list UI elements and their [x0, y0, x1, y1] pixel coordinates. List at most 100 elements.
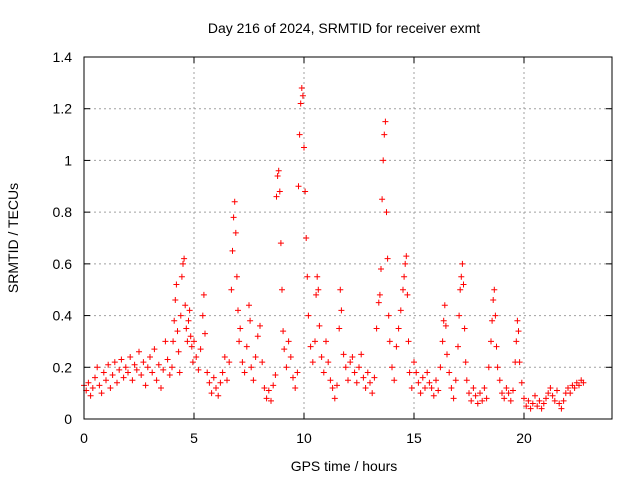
data-point	[362, 384, 369, 391]
data-point	[136, 348, 142, 355]
data-point	[283, 364, 290, 371]
y-tick-label: 0.2	[53, 359, 73, 375]
data-point	[554, 387, 560, 394]
data-point	[360, 374, 367, 381]
data-point	[485, 364, 492, 371]
data-point	[342, 364, 349, 371]
data-point	[474, 400, 481, 407]
data-point	[178, 273, 185, 280]
data-point	[193, 353, 200, 360]
data-point	[371, 374, 378, 381]
data-point	[358, 351, 365, 358]
data-point	[331, 395, 338, 402]
data-point	[488, 338, 494, 345]
data-point	[307, 343, 314, 350]
data-point	[523, 403, 530, 410]
data-point	[131, 361, 138, 368]
data-point	[125, 369, 131, 376]
data-point	[580, 379, 587, 386]
data-point	[435, 387, 442, 394]
data-point	[236, 338, 243, 345]
data-point	[98, 390, 105, 397]
data-point	[243, 343, 250, 350]
data-point	[367, 379, 373, 386]
data-point	[439, 338, 446, 345]
data-point	[408, 384, 415, 391]
data-point	[181, 255, 188, 262]
data-point	[144, 364, 151, 371]
y-tick-labels: 0 0.2 0.4 0.6 0.8 1 1.2 1.4	[53, 49, 73, 427]
data-point	[263, 395, 270, 402]
data-point	[270, 382, 277, 389]
data-point	[94, 364, 101, 371]
data-point	[237, 325, 244, 332]
x-tick-label: 20	[516, 430, 532, 446]
data-point	[462, 359, 469, 366]
data-point	[433, 377, 439, 384]
data-point	[351, 369, 358, 376]
data-point	[428, 384, 435, 391]
data-point	[296, 131, 303, 138]
data-point	[565, 384, 571, 391]
data-point	[183, 325, 190, 332]
data-point	[379, 196, 386, 203]
data-point	[468, 397, 475, 404]
data-point	[129, 377, 136, 384]
data-point	[142, 382, 149, 389]
data-point	[460, 281, 467, 288]
y-tick-label: 1.4	[53, 49, 73, 65]
data-point	[89, 384, 96, 391]
data-point	[305, 312, 312, 319]
data-point	[450, 395, 457, 402]
data-point	[391, 377, 398, 384]
data-point	[275, 167, 282, 174]
data-point	[373, 325, 380, 332]
data-point	[459, 260, 466, 267]
data-point	[302, 188, 309, 195]
data-point	[444, 351, 450, 358]
data-point	[466, 390, 472, 397]
data-point	[204, 369, 211, 376]
data-point	[276, 188, 283, 195]
data-point	[265, 387, 272, 394]
data-point	[250, 377, 257, 384]
data-point	[273, 193, 280, 200]
data-point	[452, 377, 459, 384]
data-point	[472, 392, 479, 399]
data-point	[85, 379, 92, 386]
data-point	[318, 353, 325, 360]
data-point	[120, 374, 127, 381]
data-point	[411, 359, 417, 366]
data-point	[382, 118, 389, 125]
data-point	[140, 359, 147, 366]
data-point	[279, 286, 285, 293]
data-point	[536, 397, 543, 404]
data-point	[118, 356, 125, 363]
data-point	[457, 286, 464, 293]
data-point	[174, 328, 181, 335]
data-point	[215, 392, 222, 399]
data-point	[213, 384, 219, 391]
data-point	[393, 343, 400, 350]
data-point	[426, 379, 433, 386]
data-point	[456, 312, 463, 319]
data-point	[232, 229, 239, 236]
data-point	[292, 384, 299, 391]
data-point	[188, 343, 195, 350]
data-point	[493, 343, 500, 350]
data-point	[489, 317, 496, 324]
data-point	[219, 369, 226, 376]
y-axis-label: SRMTID / TECUs	[5, 183, 21, 293]
data-point	[470, 384, 477, 391]
data-point	[122, 364, 129, 371]
data-point	[287, 353, 294, 360]
data-point	[187, 333, 194, 340]
data-point	[239, 359, 246, 366]
data-point	[381, 131, 388, 138]
data-point	[442, 322, 449, 329]
data-point	[107, 384, 114, 391]
data-point	[246, 302, 252, 309]
data-point	[397, 307, 404, 314]
data-point	[210, 374, 217, 381]
data-point	[490, 297, 497, 304]
